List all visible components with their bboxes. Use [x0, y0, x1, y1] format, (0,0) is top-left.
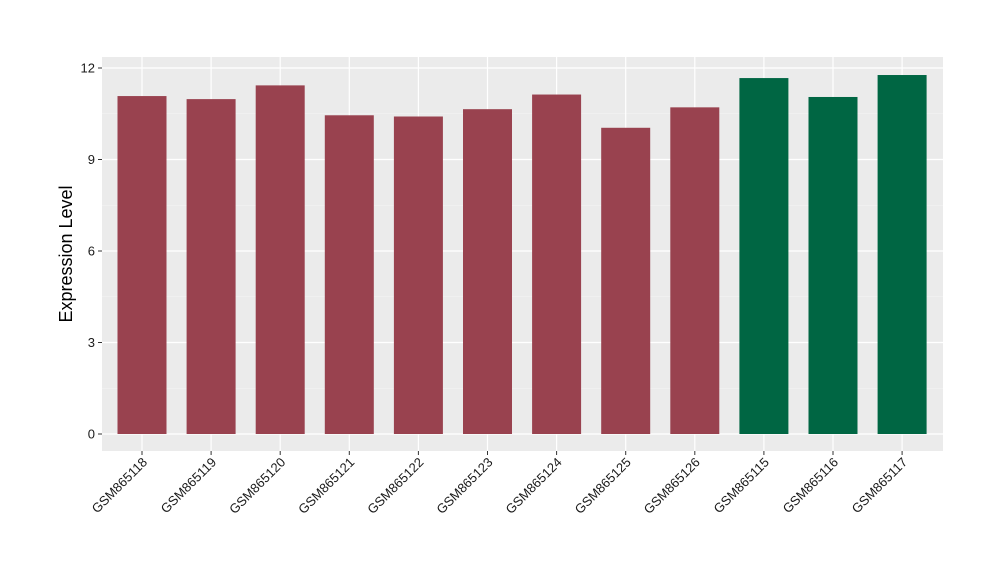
y-tick-label: 6 — [88, 244, 95, 259]
bar-GSM865124 — [532, 94, 582, 434]
plot-panel — [102, 57, 943, 451]
x-tick-label: GSM865123 — [433, 455, 495, 517]
x-tick-label: GSM865117 — [849, 455, 911, 517]
x-tick-label: GSM865124 — [502, 455, 564, 517]
y-axis: 0 3 6 9 12 — [81, 61, 102, 442]
x-tick-label: GSM865116 — [780, 455, 842, 517]
bar-GSM865126 — [670, 107, 720, 434]
bar-GSM865125 — [601, 127, 651, 434]
x-tick-label: GSM865125 — [572, 455, 634, 517]
y-axis-title: Expression Level — [56, 185, 76, 322]
x-tick-label: GSM865126 — [641, 455, 703, 517]
bar-GSM865119 — [186, 99, 236, 435]
y-tick-label: 3 — [88, 335, 95, 350]
bar-GSM865118 — [117, 96, 167, 434]
bar-GSM865122 — [393, 116, 443, 435]
y-tick-label: 0 — [88, 427, 95, 442]
x-tick-label: GSM865119 — [158, 455, 220, 517]
x-tick-label: GSM865118 — [89, 455, 151, 517]
bar-GSM865117 — [877, 75, 927, 434]
x-axis: GSM865118 GSM865119 GSM865120 GSM865121 GSM8… — [89, 451, 911, 517]
x-tick-label: GSM865121 — [295, 455, 357, 517]
bar-GSM865116 — [808, 96, 858, 434]
x-tick-label: GSM865120 — [226, 455, 288, 517]
y-tick-label: 9 — [88, 152, 95, 167]
x-tick-label: GSM865122 — [364, 455, 426, 517]
bar-GSM865123 — [463, 109, 512, 435]
x-tick-label: GSM865115 — [710, 455, 772, 517]
bar-GSM865120 — [255, 85, 305, 434]
bar-GSM865115 — [739, 78, 789, 434]
y-tick-label: 12 — [81, 61, 95, 76]
bar-GSM865121 — [324, 115, 374, 435]
bars — [117, 75, 927, 435]
